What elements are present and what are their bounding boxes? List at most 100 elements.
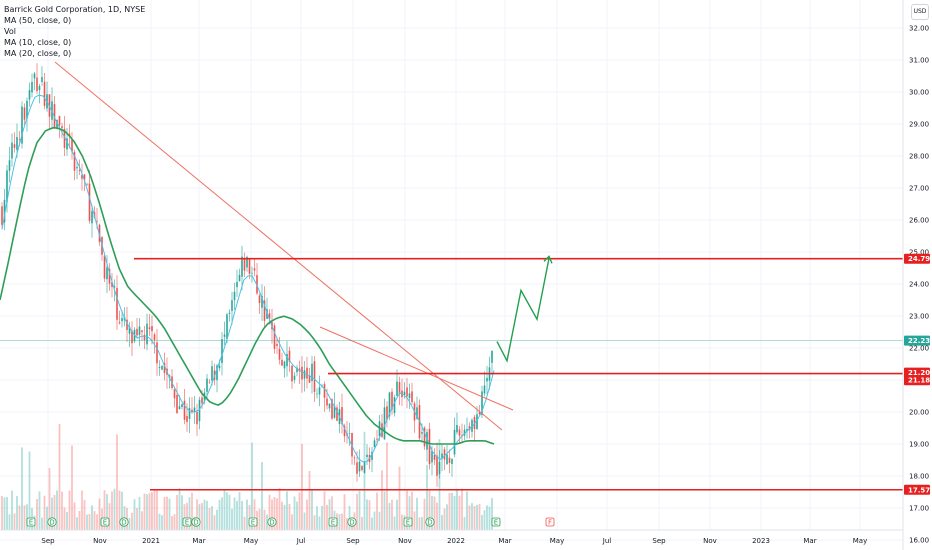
volume-bar [358, 490, 361, 530]
projection-arrowhead [543, 255, 553, 264]
candle-body [278, 348, 281, 360]
candle-body [241, 256, 243, 277]
volume-bar [148, 493, 151, 530]
candle-body [353, 457, 356, 459]
event-marker-label: E [406, 519, 410, 527]
volume-bar [106, 493, 108, 530]
candle-body [61, 126, 63, 128]
volume-bar [253, 499, 256, 530]
volume-bar [313, 515, 316, 530]
symbol-title[interactable]: Barrick Gold Corporation, 1D, NYSE [4, 5, 146, 14]
event-marker-label: E [185, 519, 189, 527]
volume-bar [113, 488, 116, 530]
volume-bar [121, 491, 123, 530]
volume-bar [438, 439, 441, 530]
volume-bar [428, 490, 431, 530]
resistance-trend-line [319, 326, 514, 411]
level-badge-label: 21.20 [908, 369, 930, 377]
dividend-marker [119, 517, 129, 527]
candle-body [113, 286, 116, 288]
legend-ma10[interactable]: MA (10, close, 0) [4, 38, 72, 47]
candle-body [41, 77, 43, 82]
candle-body [336, 407, 338, 421]
volume-bar [311, 490, 313, 530]
candle-body [326, 398, 328, 406]
volume-bar [393, 516, 396, 530]
event-marker-label: D [269, 519, 274, 527]
trend-drawings[interactable] [0, 61, 903, 491]
volume-bar [96, 514, 98, 530]
candle-body [476, 414, 478, 430]
time-tick-label: Mar [192, 537, 205, 545]
volume-bar [271, 499, 273, 530]
time-axis[interactable]: Sep Nov 2021 Mar May Jul Sep Nov 2022 Mar May Jul Se… [0, 529, 903, 545]
candle-body [288, 350, 291, 362]
price-axis[interactable]: 16.0017.0018.0019.0020.0021.0022.0023.00… [902, 0, 930, 550]
legend-ma50[interactable]: MA (50, close, 0) [4, 16, 72, 25]
volume-bar [173, 514, 176, 530]
volume-bar [338, 514, 341, 530]
level-badge [904, 253, 930, 264]
volume-bar [163, 496, 166, 530]
volume-bar [366, 499, 368, 530]
candle-body [491, 350, 493, 363]
chart-legend[interactable]: Barrick Gold Corporation, 1D, NYSE MA (5… [4, 4, 145, 59]
volume-bar [376, 492, 378, 530]
level-badge [904, 375, 930, 386]
volume-bar [41, 517, 43, 530]
volume-bar [433, 496, 436, 530]
candle-body [78, 169, 81, 171]
currency-button[interactable]: USD [911, 4, 929, 20]
candle-body [308, 375, 311, 383]
candle-body [191, 409, 193, 412]
candle-body [436, 455, 438, 476]
candle-body [331, 399, 333, 419]
candle-body [73, 152, 76, 171]
volume-bar [373, 511, 376, 530]
volume-bar [466, 491, 468, 530]
volume-bar [43, 495, 46, 530]
candle-body [358, 461, 361, 472]
price-tick-label: 30.00 [909, 89, 929, 97]
candle-body [481, 391, 483, 415]
volume-bar [261, 462, 263, 530]
volume-bar [51, 497, 53, 530]
legend-ma20[interactable]: MA (20, close, 0) [4, 49, 72, 58]
price-tick-label: 22.00 [909, 345, 929, 353]
candle-body [366, 454, 368, 458]
candle-body [58, 116, 61, 126]
candle-body [223, 334, 226, 337]
time-tick-label: May [244, 537, 258, 545]
volume-bar [293, 496, 296, 530]
volume-bar [136, 508, 138, 530]
candle-body [173, 389, 176, 399]
volume-bar [118, 490, 121, 530]
volume-bar [83, 499, 86, 530]
volume-bar [228, 494, 231, 530]
candle-body [316, 393, 318, 395]
candle-body [198, 399, 201, 422]
volume-bar [166, 496, 168, 530]
volume-bar [381, 470, 383, 530]
price-tick-label: 19.00 [909, 441, 929, 449]
volume-bar [93, 511, 96, 530]
candle-body [328, 403, 331, 409]
candle-body [181, 404, 183, 408]
candle-body [466, 429, 468, 431]
volume-bar [151, 492, 153, 530]
volume-bar [276, 498, 278, 530]
candle-body [261, 295, 263, 308]
candle-body [311, 363, 313, 382]
candle-body [38, 85, 41, 91]
legend-vol[interactable]: Vol [4, 27, 16, 36]
volume-bar [233, 497, 236, 530]
event-marker-label: D [349, 519, 354, 527]
candle-body [148, 327, 151, 329]
volume-bar [361, 517, 363, 530]
volume-bar [251, 442, 253, 530]
candle-body [356, 462, 358, 474]
candle-body [76, 167, 78, 169]
candle-body [196, 412, 198, 425]
